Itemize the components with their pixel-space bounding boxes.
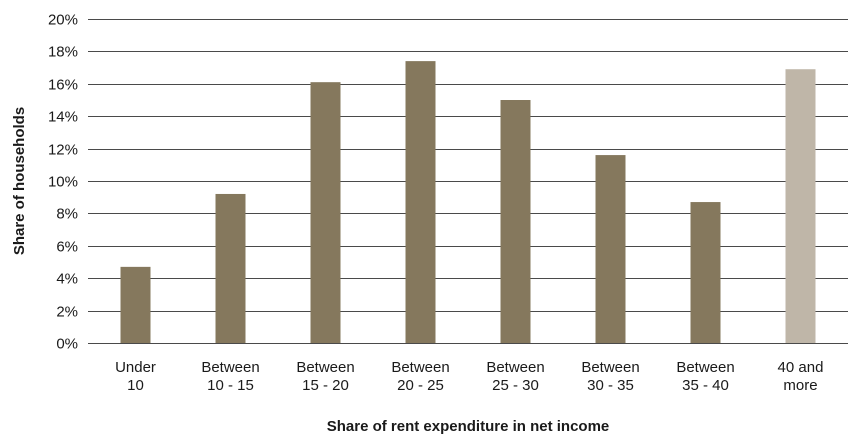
bar-6 bbox=[690, 202, 721, 343]
x-category-label-line: 10 - 15 bbox=[207, 377, 254, 394]
x-category-label-line: 15 - 20 bbox=[302, 377, 349, 394]
x-category-label-line: Under bbox=[115, 359, 156, 376]
x-category-label-line: Between bbox=[201, 359, 259, 376]
bars bbox=[120, 61, 816, 344]
x-category-label: Between 25 - 30 bbox=[486, 359, 544, 394]
bar-5 bbox=[595, 155, 626, 343]
x-category-label-line: 25 - 30 bbox=[492, 377, 539, 394]
y-tick-label: 16% bbox=[48, 77, 78, 94]
x-category-label-line: Between bbox=[296, 359, 354, 376]
x-category-label: Under 10 bbox=[115, 359, 156, 394]
x-category-label: 40 and more bbox=[778, 359, 824, 394]
y-tick-label: 6% bbox=[56, 239, 78, 256]
bar-7 bbox=[785, 69, 816, 343]
x-category-label: Between 35 - 40 bbox=[676, 359, 734, 394]
x-category-label-line: Between bbox=[581, 359, 639, 376]
x-category-label: Between 30 - 35 bbox=[581, 359, 639, 394]
x-category-label-line: 20 - 25 bbox=[397, 377, 444, 394]
y-tick-label: 18% bbox=[48, 44, 78, 61]
x-category-label: Between 15 - 20 bbox=[296, 359, 354, 394]
bar-2 bbox=[310, 82, 341, 344]
y-tick-label: 0% bbox=[56, 336, 78, 353]
y-tick-label: 8% bbox=[56, 206, 78, 223]
x-category-label-line: 35 - 40 bbox=[682, 377, 729, 394]
bar-4 bbox=[500, 100, 531, 343]
y-tick-label: 4% bbox=[56, 271, 78, 288]
y-axis-title: Share of households bbox=[11, 107, 28, 255]
x-category-label: Between 10 - 15 bbox=[201, 359, 259, 394]
bar-1 bbox=[215, 193, 246, 343]
x-category-label: Between 20 - 25 bbox=[391, 359, 449, 394]
y-tick-label: 20% bbox=[48, 12, 78, 29]
y-tick-label: 14% bbox=[48, 109, 78, 126]
x-category-label-line: 30 - 35 bbox=[587, 377, 634, 394]
y-tick-label: 12% bbox=[48, 142, 78, 159]
bar-0 bbox=[120, 266, 151, 343]
gridlines bbox=[88, 19, 848, 344]
x-axis-title: Share of rent expenditure in net income bbox=[327, 418, 610, 435]
x-category-label-line: more bbox=[783, 377, 817, 394]
y-tick-label: 2% bbox=[56, 304, 78, 321]
bar-3 bbox=[405, 61, 436, 344]
y-tick-label: 10% bbox=[48, 174, 78, 191]
x-category-label-line: Between bbox=[676, 359, 734, 376]
x-category-label-line: 10 bbox=[127, 377, 144, 394]
x-category-label-line: Between bbox=[486, 359, 544, 376]
y-axis-ticks: 0% 2% 4% 6% 8% 10% 12% 14% 16% 18% 20% bbox=[48, 12, 78, 353]
x-category-label-line: 40 and bbox=[778, 359, 824, 376]
x-category-label-line: Between bbox=[391, 359, 449, 376]
